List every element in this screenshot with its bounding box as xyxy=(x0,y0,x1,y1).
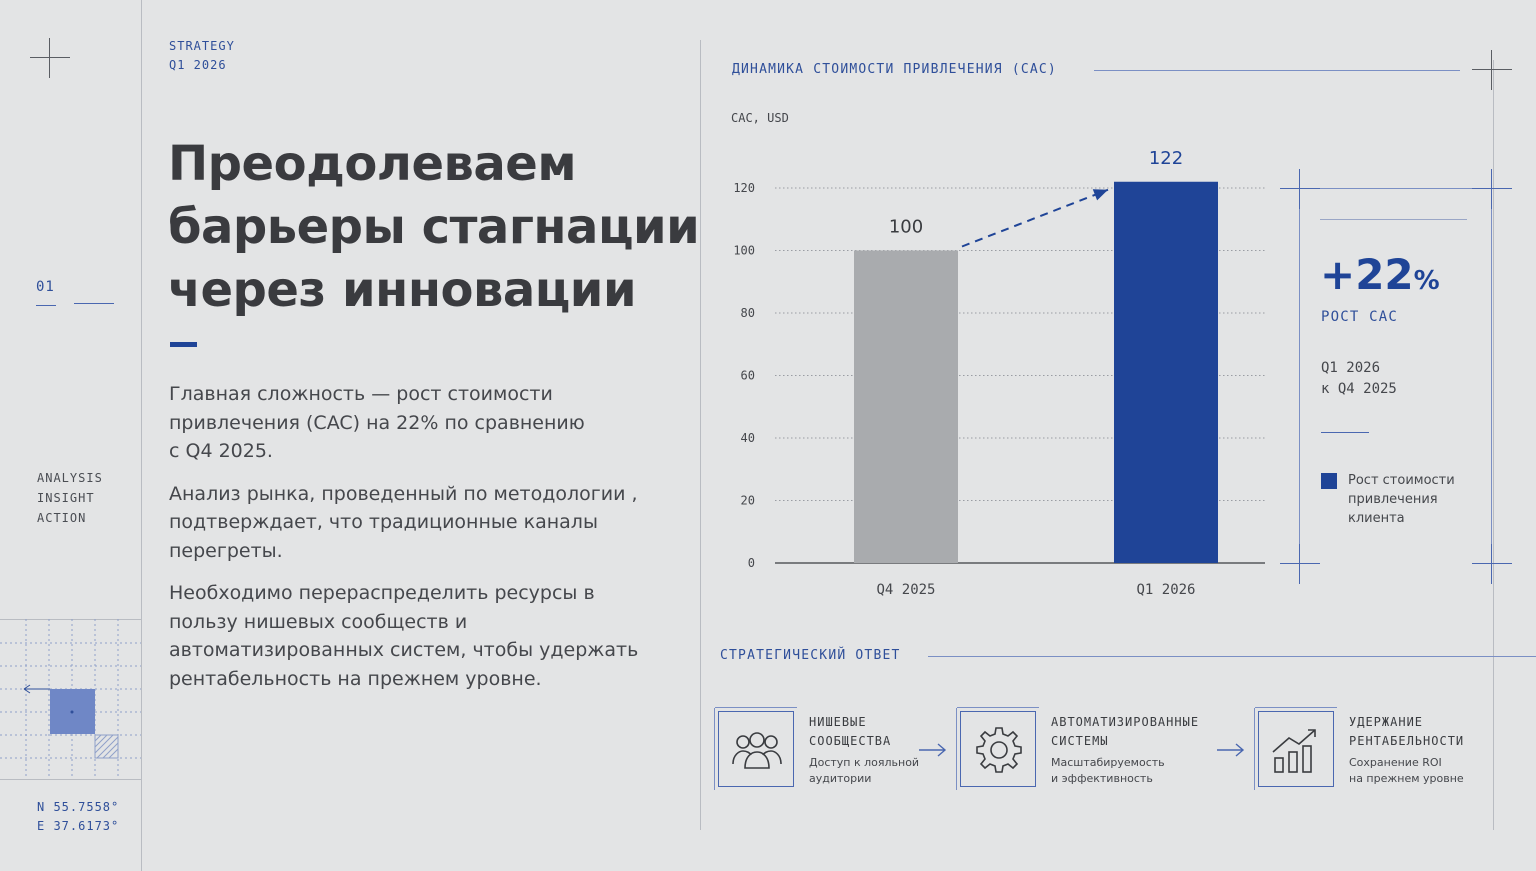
content-divider xyxy=(700,40,701,830)
arrow-right-icon xyxy=(1217,743,1245,757)
left-rail-divider xyxy=(141,0,142,871)
section-underline xyxy=(36,305,56,306)
legend-text: Рост стоимости привлечения клиента xyxy=(1348,471,1455,528)
section-number: 01 xyxy=(36,279,55,295)
title-accent-bar xyxy=(170,342,197,347)
step-title-line: АВТОМАТИЗИРОВАННЫЕ xyxy=(1051,715,1200,729)
kicker-period: Q1 2026 xyxy=(169,58,227,72)
growth-value: +22% xyxy=(1320,250,1440,299)
right-frame-line xyxy=(1493,60,1494,830)
step-desc-line: аудитории xyxy=(809,771,872,785)
title-line: Преодолеваем xyxy=(168,136,577,192)
people-icon xyxy=(732,732,782,769)
step-title: НИШЕВЫЕ СООБЩЕСТВА xyxy=(809,713,891,751)
title-line: через инновации xyxy=(168,262,637,318)
y-tick-label: 40 xyxy=(741,431,755,445)
paragraph: Главная сложность — рост стоимости привл… xyxy=(169,383,585,462)
gear-icon xyxy=(976,727,1022,773)
growth-unit: % xyxy=(1413,266,1440,296)
rail-tag: INSIGHT xyxy=(37,491,95,505)
stats-crosshair xyxy=(1280,544,1320,584)
growth-label: РОСТ CAC xyxy=(1321,309,1399,325)
period-current: Q1 2026 xyxy=(1321,360,1381,376)
kicker-strategy: STRATEGY xyxy=(169,39,235,53)
latitude: N 55.7558° xyxy=(37,800,120,814)
step-title-line: РЕНТАБЕЛЬНОСТИ xyxy=(1349,734,1465,748)
growth-chart-icon xyxy=(1272,729,1316,773)
y-tick-label: 80 xyxy=(741,306,755,320)
bar xyxy=(1114,181,1218,563)
y-tick-label: 20 xyxy=(741,494,755,508)
stats-frame-left xyxy=(1299,170,1300,580)
bar-chart: 0 20 40 60 80 100 120 100 Q4 2025 122 Q1 2026 xyxy=(733,148,1265,598)
y-tick-label: 100 xyxy=(733,244,755,258)
period-baseline: к Q4 2025 xyxy=(1321,381,1397,397)
stats-crosshair xyxy=(1472,544,1512,584)
paragraph: Необходимо перераспределить ресурсы в по… xyxy=(169,582,639,690)
rail-tag: ACTION xyxy=(37,511,87,525)
step-title: АВТОМАТИЗИРОВАННЫЕ СИСТЕМЫ xyxy=(1051,713,1199,751)
chart-corner-crosshair xyxy=(1472,50,1512,90)
stats-frame-top xyxy=(1280,188,1510,189)
rail-tags: ANALYSIS INSIGHT ACTION xyxy=(37,468,103,528)
step-title-line: НИШЕВЫЕ xyxy=(809,715,867,729)
step-title-line: СИСТЕМЫ xyxy=(1051,734,1109,748)
rail-tag: ANALYSIS xyxy=(37,471,103,485)
step-desc-line: Доступ к лояльной xyxy=(809,756,920,769)
step-description: Доступ к лояльной аудитории xyxy=(809,755,919,786)
legend-swatch xyxy=(1321,473,1337,489)
y-tick-label: 60 xyxy=(741,369,755,383)
step-title: УДЕРЖАНИЕ РЕНТАБЕЛЬНОСТИ xyxy=(1349,713,1464,751)
step-description: Сохранение ROI на прежнем уровне xyxy=(1349,755,1464,786)
legend-line: привлечения xyxy=(1348,492,1438,507)
page-title: Преодолеваем барьеры стагнации через инн… xyxy=(168,133,700,322)
rail-grid-top-line xyxy=(0,619,141,620)
step-desc-line: на прежнем уровне xyxy=(1349,771,1464,785)
x-tick-label: Q4 2025 xyxy=(876,582,935,598)
y-tick-label: 120 xyxy=(733,181,755,195)
title-line: барьеры стагнации xyxy=(168,199,700,255)
section-dash xyxy=(74,303,114,304)
legend-line: клиента xyxy=(1348,511,1405,526)
chart-title: ДИНАМИКА СТОИМОСТИ ПРИВЛЕЧЕНИЯ (CAC) xyxy=(732,62,1057,77)
stats-separator xyxy=(1321,432,1369,433)
blueprint-grid-graphic xyxy=(0,619,141,779)
x-tick-label: Q1 2026 xyxy=(1136,582,1195,598)
data-label: 100 xyxy=(889,217,923,238)
strategy-rule xyxy=(928,656,1536,657)
step-title-line: СООБЩЕСТВА xyxy=(809,734,892,748)
step-desc-line: Сохранение ROI xyxy=(1349,756,1442,769)
growth-arrow xyxy=(961,188,1109,248)
data-label: 122 xyxy=(1149,148,1183,169)
step-icon-box xyxy=(956,707,1039,790)
longitude: E 37.6173° xyxy=(37,819,120,833)
stats-frame-mid xyxy=(1320,219,1467,220)
step-description: Масштабируемость и эффективность xyxy=(1051,755,1165,786)
y-tick-label: 0 xyxy=(748,556,755,570)
step-title-line: УДЕРЖАНИЕ xyxy=(1349,715,1424,729)
corner-crosshair xyxy=(30,38,70,78)
body-text: Главная сложность — рост стоимости привл… xyxy=(169,380,649,693)
paragraph: Анализ рынка, проведенный по методологии… xyxy=(169,482,638,562)
stats-crosshair xyxy=(1280,169,1320,209)
rail-grid-bottom-line xyxy=(0,779,141,780)
growth-period: Q1 2026 к Q4 2025 xyxy=(1321,358,1397,400)
coordinates: N 55.7558° E 37.6173° xyxy=(37,798,119,836)
step-icon-box xyxy=(1254,707,1337,790)
step-desc-line: и эффективность xyxy=(1051,771,1153,785)
strategy-title: СТРАТЕГИЧЕСКИЙ ОТВЕТ xyxy=(720,648,901,663)
step-icon-box xyxy=(714,707,797,790)
kicker: STRATEGY Q1 2026 xyxy=(169,37,235,75)
y-axis-label: CAC, USD xyxy=(731,111,789,125)
stats-crosshair xyxy=(1472,169,1512,209)
step-desc-line: Масштабируемость xyxy=(1051,756,1165,769)
growth-arrowhead xyxy=(1092,189,1108,201)
stats-frame-right xyxy=(1491,170,1492,580)
arrow-right-icon xyxy=(919,743,947,757)
bar xyxy=(854,250,958,563)
growth-number: +22 xyxy=(1320,250,1414,299)
chart-title-rule xyxy=(1094,70,1460,71)
legend-line: Рост стоимости xyxy=(1348,473,1455,488)
